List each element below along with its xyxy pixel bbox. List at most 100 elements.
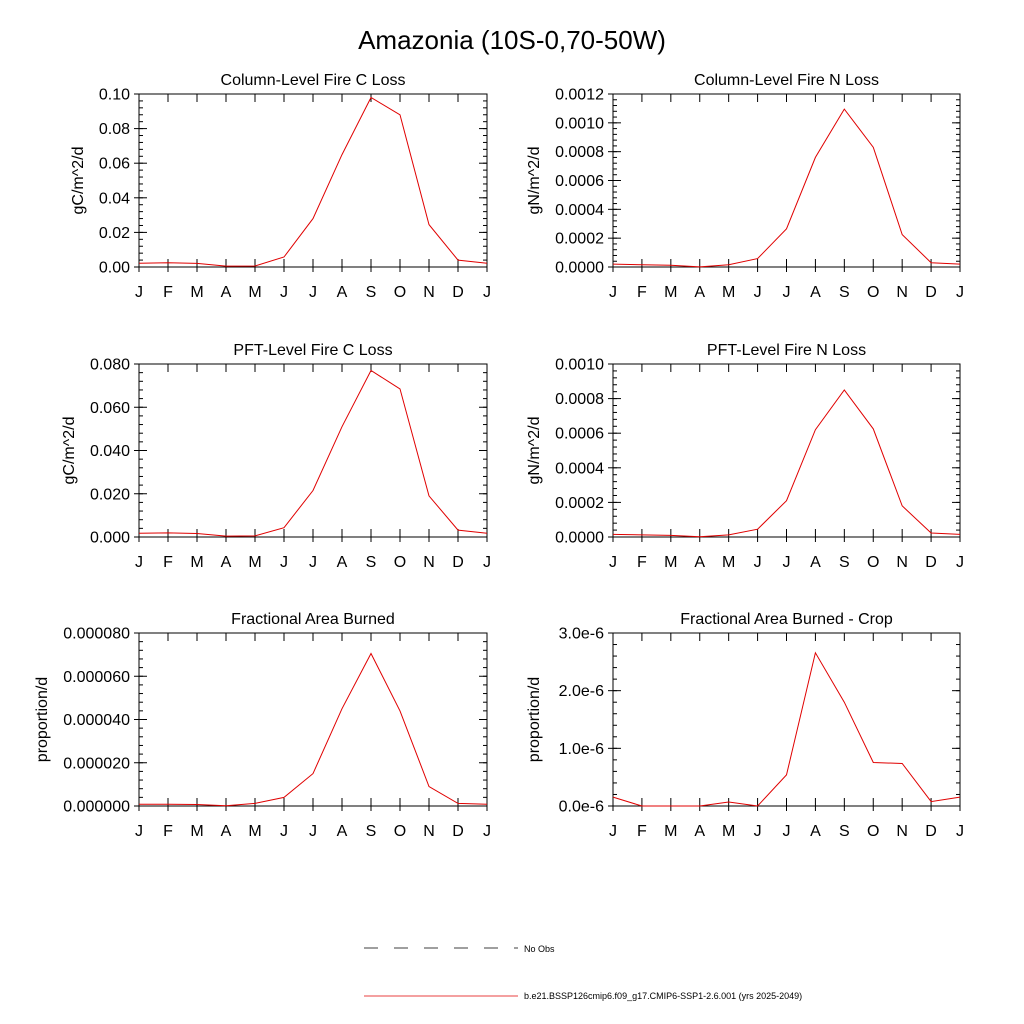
panel-title: Column-Level Fire N Loss	[694, 72, 879, 89]
x-tick-label: M	[248, 823, 261, 840]
y-tick-label: 0.0008	[555, 144, 604, 161]
x-tick-label: N	[896, 284, 908, 301]
x-tick-label: J	[483, 284, 491, 301]
y-tick-label: 0.0010	[555, 115, 604, 132]
y-axis-label: gN/m^2/d	[526, 417, 543, 485]
y-tick-label: 0.020	[90, 486, 130, 503]
series-line	[612, 651, 961, 807]
x-tick-label: S	[839, 554, 850, 571]
y-tick-label: 0.000020	[63, 755, 130, 772]
x-tick-label: J	[280, 284, 288, 301]
x-tick-label: A	[694, 284, 705, 301]
x-tick-label: A	[337, 284, 348, 301]
y-tick-label: 0.000080	[63, 626, 130, 643]
y-tick-label: 0.0e-6	[559, 799, 604, 816]
y-axis-label: proportion/d	[34, 677, 51, 762]
y-axis-label: gC/m^2/d	[70, 147, 87, 215]
x-tick-label: M	[248, 284, 261, 301]
y-tick-label: 1.0e-6	[559, 741, 604, 758]
legend-label-model: b.e21.BSSP126cmip6.f09_g17.CMIP6-SSP1-2.…	[524, 991, 802, 1001]
x-tick-label: M	[190, 554, 203, 571]
x-tick-label: F	[637, 284, 647, 301]
series-line	[612, 389, 961, 538]
x-tick-label: M	[722, 284, 735, 301]
series-line	[612, 108, 961, 268]
x-tick-label: S	[366, 284, 377, 301]
y-axis-label: gC/m^2/d	[61, 417, 78, 485]
y-tick-label: 0.0006	[555, 173, 604, 190]
x-tick-label: M	[722, 823, 735, 840]
y-tick-label: 0.0004	[555, 460, 604, 477]
panel-title: PFT-Level Fire C Loss	[233, 342, 392, 359]
x-tick-label: J	[783, 554, 791, 571]
panel-pft-n-loss: PFT-Level Fire N Loss gN/m^2/d 0.0000 0.000…	[526, 342, 964, 571]
x-tick-label: M	[190, 284, 203, 301]
x-tick-label: A	[337, 554, 348, 571]
x-tick-label: M	[664, 284, 677, 301]
x-tick-label: O	[867, 823, 879, 840]
x-tick-label: J	[309, 554, 317, 571]
x-tick-label: M	[190, 823, 203, 840]
y-axis-label: proportion/d	[526, 677, 543, 762]
x-tick-label: J	[783, 823, 791, 840]
plot-frame	[612, 632, 961, 807]
y-tick-label: 0.080	[90, 357, 130, 374]
x-tick-label: S	[366, 823, 377, 840]
series-line	[139, 652, 488, 807]
y-tick-label: 3.0e-6	[559, 626, 604, 643]
y-tick-label: 0.06	[99, 156, 130, 173]
x-tick-label: A	[337, 823, 348, 840]
legend: No Obs b.e21.BSSP126cmip6.f09_g17.CMIP6-…	[364, 944, 802, 1001]
series-line	[138, 96, 488, 267]
y-tick-label: 0.0010	[555, 357, 604, 374]
legend-label-no-obs: No Obs	[524, 944, 555, 954]
x-tick-label: N	[423, 284, 435, 301]
plot-frame	[138, 363, 488, 538]
x-tick-label: D	[452, 823, 464, 840]
x-tick-label: A	[810, 554, 821, 571]
x-tick-label: A	[810, 284, 821, 301]
x-tick-label: J	[609, 284, 617, 301]
y-axis-label: gN/m^2/d	[526, 147, 543, 215]
x-tick-label: N	[896, 823, 908, 840]
x-tick-label: J	[309, 823, 317, 840]
plot-frame	[612, 93, 961, 268]
x-tick-label: J	[609, 554, 617, 571]
x-tick-label: M	[248, 554, 261, 571]
y-tick-label: 0.02	[99, 225, 130, 242]
panel-title: Fractional Area Burned	[231, 611, 395, 628]
y-tick-label: 0.0002	[555, 495, 604, 512]
y-tick-label: 0.0012	[555, 87, 604, 104]
panel-column-c-loss: Column-Level Fire C Loss gC/m^2/d 0.00 0.02…	[70, 72, 491, 301]
x-tick-label: J	[280, 823, 288, 840]
x-tick-label: O	[867, 284, 879, 301]
y-tick-label: 0.08	[99, 121, 130, 138]
panel-title: PFT-Level Fire N Loss	[707, 342, 866, 359]
y-tick-label: 0.040	[90, 443, 130, 460]
plot-frame	[138, 632, 488, 807]
x-tick-label: J	[754, 823, 762, 840]
y-tick-label: 0.0008	[555, 391, 604, 408]
y-tick-label: 0.0002	[555, 231, 604, 248]
x-tick-label: J	[309, 284, 317, 301]
x-tick-label: J	[783, 284, 791, 301]
panel-fractional-area-burned-crop: Fractional Area Burned - Crop proportion/…	[526, 611, 964, 840]
y-tick-label: 0.060	[90, 400, 130, 417]
y-tick-label: 0.0006	[555, 426, 604, 443]
x-tick-label: S	[839, 823, 850, 840]
x-tick-label: O	[867, 554, 879, 571]
x-tick-label: A	[810, 823, 821, 840]
x-tick-label: J	[135, 554, 143, 571]
y-tick-label: 0.000	[90, 530, 130, 547]
x-tick-label: D	[925, 284, 937, 301]
x-tick-label: A	[221, 284, 232, 301]
x-tick-label: F	[163, 554, 173, 571]
x-tick-label: J	[956, 284, 964, 301]
x-tick-label: J	[609, 823, 617, 840]
y-tick-label: 2.0e-6	[559, 683, 604, 700]
x-tick-label: O	[394, 284, 406, 301]
x-tick-label: F	[637, 823, 647, 840]
y-tick-label: 0.000040	[63, 712, 130, 729]
x-tick-label: O	[394, 554, 406, 571]
x-tick-label: F	[163, 823, 173, 840]
